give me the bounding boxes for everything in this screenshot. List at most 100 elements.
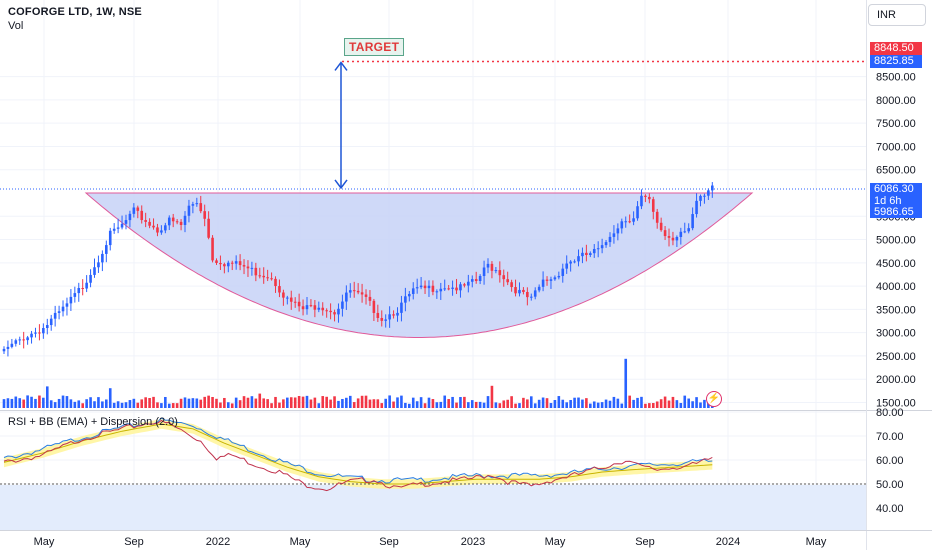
volume-bar [616,398,620,408]
volume-bar [364,395,368,408]
volume-bar [651,403,655,408]
volume-bar [89,397,92,408]
candle-body [223,264,226,267]
volume-bar [175,403,179,408]
candle-body [439,288,443,292]
volume-bar [372,399,376,408]
candle-body [640,195,643,207]
candle-body [317,307,321,310]
volume-bar [655,401,659,408]
volume-bar [341,398,344,408]
volume-bar [553,400,557,408]
price-tick-label: 7000.00 [876,141,916,153]
volume-bar [644,403,647,408]
volume-bar [144,397,147,408]
candle-body [400,302,403,313]
candle-body [565,263,569,269]
candle-body [234,261,238,264]
volume-bar [537,399,541,408]
time-tick-label: Sep [124,536,144,548]
symbol-title: COFORGE LTD, 1W, NSE [8,6,142,18]
volume-bar [226,402,230,408]
candle-body [313,305,317,310]
volume-bar [101,401,104,408]
volume-bar [419,397,423,408]
candle-body [65,303,69,307]
candle-body [415,287,419,289]
candle-body [293,301,297,303]
candle-body [329,310,332,313]
candle-body [219,262,222,265]
volume-bar [632,399,635,408]
volume-bar [266,399,269,408]
candle-body [112,228,116,231]
volume-bar [49,400,53,408]
candle-body [522,289,525,292]
candle-body [356,290,360,293]
volume-bar [238,400,242,408]
candle-body [183,215,187,225]
flash-alert-icon[interactable]: ⚡ [706,391,722,407]
volume-bar [620,403,624,408]
volume-bar [695,397,698,408]
volume-bar [301,396,305,408]
last-price-badge: 6086.30 1d 6h 5986.65 [870,183,922,218]
volume-bar [22,399,25,408]
candle-body [175,221,179,223]
price-tick-label: 6500.00 [876,165,916,177]
candle-body [636,206,639,219]
volume-bar [577,397,580,408]
candle-body [644,195,647,197]
candle-body [486,263,490,268]
candle-body [148,221,151,226]
volume-bar [191,398,195,408]
candle-body [526,291,529,298]
candle-body [620,221,624,229]
rsi-signal-line [3,423,713,485]
candle-body [2,348,6,352]
volume-bar [683,395,687,408]
candle-body [108,230,112,246]
volume-bar [506,399,509,408]
volume-bar [612,396,616,408]
candle-body [396,312,399,316]
candle-body [632,218,635,222]
candle-body [467,281,470,286]
candle-body [608,236,612,243]
volume-bar [691,401,694,408]
candle-body [305,305,309,310]
currency-selector[interactable]: INR [868,4,926,26]
candle-body [309,305,313,307]
candle-body [404,296,407,303]
volume-bar [230,403,234,408]
volume-bar [219,402,222,408]
volume-bar [274,396,277,408]
volume-bar [136,402,140,408]
volume-bar [529,396,533,408]
candle-body [616,228,620,234]
candle-body [262,275,266,278]
candle-body [297,301,301,307]
price-tick-label: 2500.00 [876,351,916,363]
price-tick-label: 7500.00 [876,118,916,130]
volume-bar [636,397,639,408]
volume-bar [116,401,120,408]
candle-body [286,297,289,299]
candle-body [624,221,628,223]
volume-bar [254,398,258,408]
candle-body [470,279,474,282]
volume-bar [408,403,411,408]
volume-bar [494,402,498,408]
candle-body [384,319,387,321]
candle-body [10,343,14,347]
volume-bar [679,403,683,408]
candle-body [537,286,541,291]
volume-bar [404,402,407,408]
price-tick-label: 8000.00 [876,95,916,107]
candle-body [128,213,132,221]
volume-bar [179,398,183,408]
rsi-indicator-label[interactable]: RSI + BB (EMA) + Dispersion (2.0) [8,416,178,428]
candle-body [655,211,659,223]
time-tick-label: May [290,536,311,548]
